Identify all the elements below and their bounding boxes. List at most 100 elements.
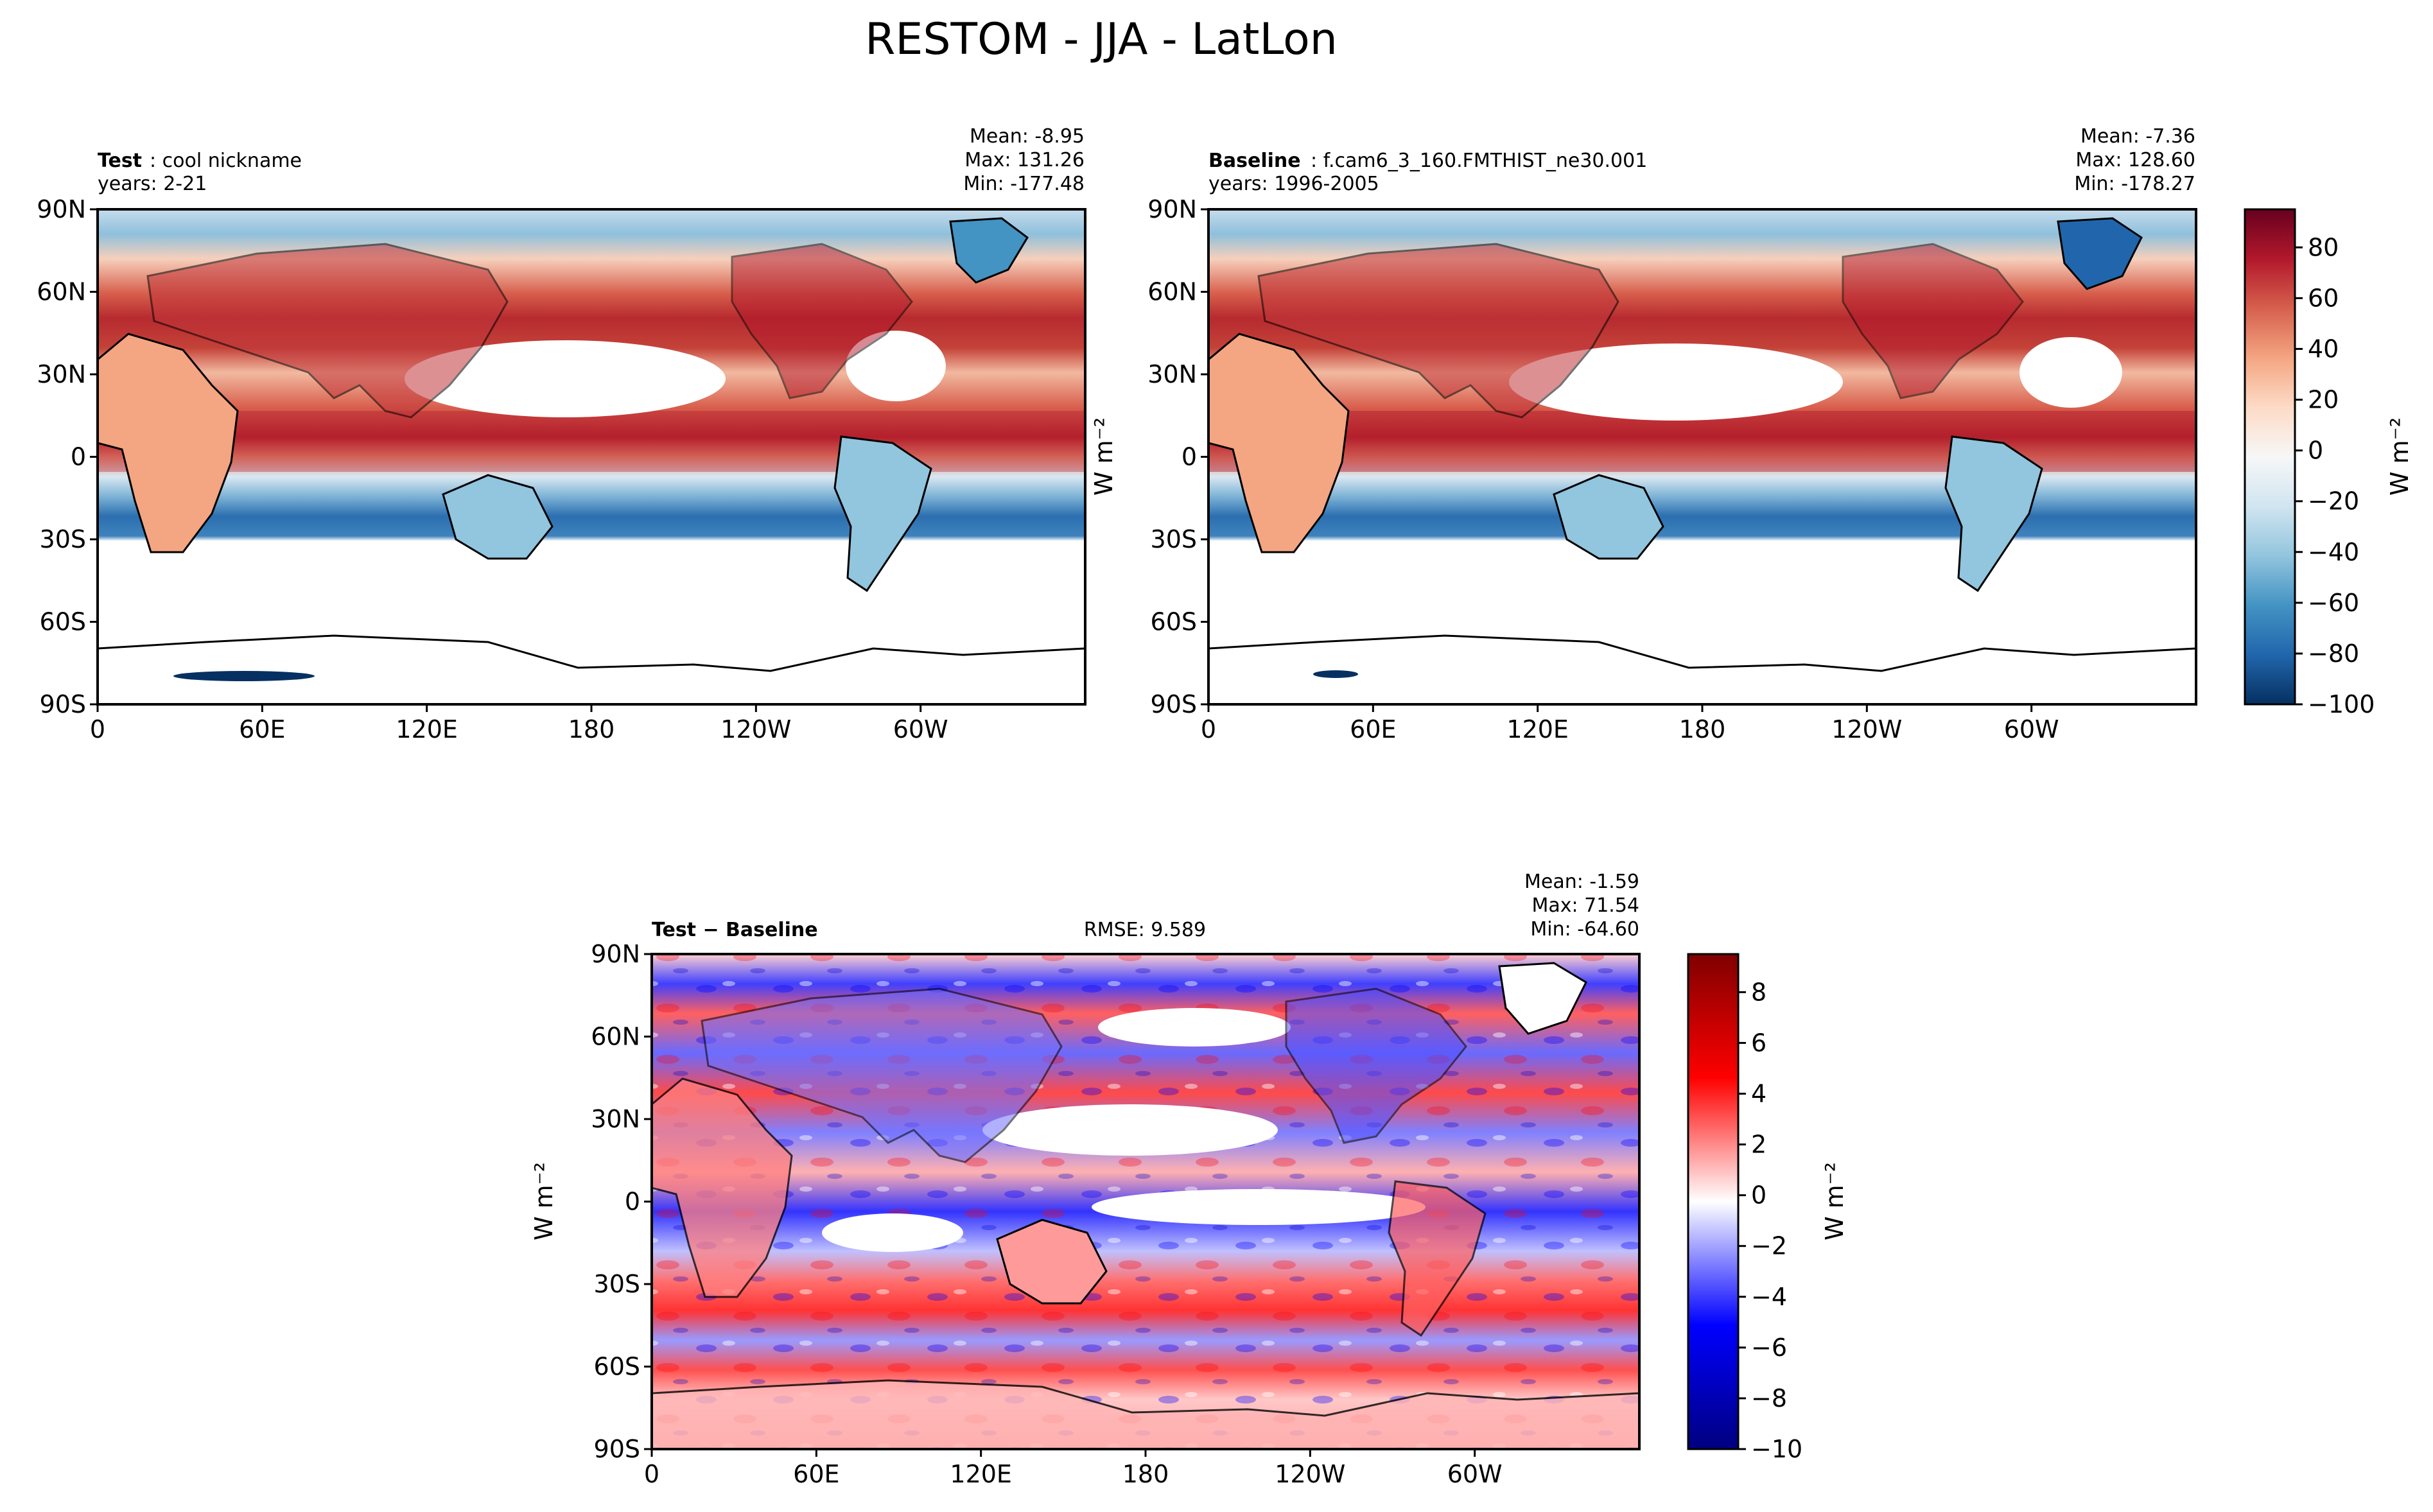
y-tick-label: 30S [40,525,86,553]
colorbar-tick-label: −8 [1751,1384,1787,1412]
masked-pacific-north [982,1104,1278,1156]
colorbar-tick-label: 20 [2308,386,2339,414]
colorbar-tick-label: −10 [1751,1435,1802,1463]
colorbar-diff-ticks: 8 6 4 2 0 −2 −4 −6 −8 −10 [1738,978,1802,1463]
y-tick-label: 90N [1147,195,1197,223]
colorbar-tick-label: 6 [1751,1029,1766,1057]
x-tick-label: 60E [1350,715,1396,743]
colorbar-tick-label: −6 [1751,1334,1787,1362]
x-tick-label: 180 [1122,1460,1169,1488]
panel-baseline-years: years: 1996-2005 [1208,173,1379,195]
y-tick-label: 0 [1182,443,1197,471]
x-tick-label: 0 [90,715,105,743]
colorbar-diff-bar [1687,953,1740,1450]
x-tick-label: 60E [793,1460,839,1488]
y-tick-label: 30N [1147,360,1197,388]
colorbar-tick-label: −40 [2308,538,2359,566]
landmass-north-america [1842,243,2024,399]
colorbar-tick-label: 40 [2308,335,2339,363]
landmass-south-america [1944,435,2043,593]
x-tick-label: 60E [239,715,285,743]
masked-arctic [1098,1008,1291,1047]
y-tick-label: 30S [1151,525,1197,553]
x-tick-label: 0 [644,1460,659,1488]
y-tick-label: 60S [40,608,86,636]
y-tick-label: 90S [594,1435,640,1463]
figure-title: RESTOM - JJA - LatLon [865,14,1338,65]
masked-atlantic [846,331,946,401]
colorbar-tick-label: −80 [2308,639,2359,668]
panel-test: Test : cool nickname years: 2-21 Mean: -… [37,125,1086,743]
panel-baseline-axes: 0 60E 120E 180 120W 60W 90N 60N 30N 0 30S 60S 90S [1147,195,2059,743]
y-tick-label: 0 [71,443,86,471]
panel-test-map [96,208,1086,706]
landmass-south-america [833,435,932,593]
y-tick-label: 30N [37,360,86,388]
landmass-north-america [731,243,913,399]
panel-baseline-map [1207,208,2197,706]
y-tick-label: 0 [625,1188,640,1216]
panel-diff-stat-min: Min: -64.60 [1530,918,1639,941]
landmass-greenland [1498,962,1587,1035]
panel-test-label-bold: Test [98,150,142,172]
y-tick-label: 90N [591,940,640,968]
y-tick-label: 30S [594,1270,640,1298]
y-tick-label: 90S [40,690,86,718]
x-tick-label: 180 [1679,715,1726,743]
colorbar-tick-label: −4 [1751,1283,1787,1311]
panel-test-label-rest: : cool nickname [150,150,302,172]
landmass-australia [1553,474,1664,560]
colorbar-diff: 8 6 4 2 0 −2 −4 −6 −8 −10 W m⁻² [1687,953,1849,1463]
landmass-south-america [1388,1180,1487,1337]
x-tick-label: 60W [893,715,948,743]
panel-diff: Test − Baseline RMSE: 9.589 Mean: -1.59 … [530,871,1641,1488]
x-tick-label: 60W [2004,715,2059,743]
panel-baseline-stat-mean: Mean: -7.36 [2080,125,2195,148]
y-tick-label: 60S [1151,608,1197,636]
colorbar-tick-label: −20 [2308,487,2359,516]
x-tick-label: 120E [1506,715,1569,743]
colorbar-tick-label: −100 [2308,690,2375,718]
colorbar-tick-label: 4 [1751,1079,1766,1108]
colorbar-diff-label: W m⁻² [1820,1162,1849,1240]
panel-baseline-ylabel: W m⁻² [1090,417,1118,496]
y-tick-label: 60S [594,1353,640,1381]
landmass-eurasia [1257,243,1619,419]
antarctic-shelf [173,671,315,681]
x-tick-label: 0 [1201,715,1216,743]
panel-diff-stat-mean: Mean: -1.59 [1524,871,1639,893]
masked-indian [822,1213,963,1252]
masked-pacific [1509,343,1843,421]
colorbar-top-ticks: 80 60 40 20 0 −20 −40 −60 −80 −100 [2295,233,2375,718]
field-tropical-band [98,411,1085,472]
panel-test-stat-mean: Mean: -8.95 [970,125,1085,148]
panel-diff-rmse: RMSE: 9.589 [1084,919,1206,941]
landmass-north-america [1285,987,1467,1144]
x-tick-label: 120W [720,715,791,743]
landmass-africa [96,333,239,553]
panel-baseline: Baseline : f.cam6_3_160.FMTHIST_ne30.001… [1090,125,2197,743]
panel-diff-stat-max: Max: 71.54 [1531,894,1639,917]
colorbar-tick-label: 0 [2308,437,2323,465]
landmass-africa [1207,333,1350,553]
x-tick-label: 120E [396,715,458,743]
landmass-australia [442,474,554,560]
colorbar-top-bar [2244,208,2296,706]
panel-test-years: years: 2-21 [98,173,207,195]
colorbar-tick-label: −60 [2308,589,2359,617]
panel-baseline-stat-min: Min: -178.27 [2074,173,2195,195]
landmass-eurasia [701,987,1063,1163]
landmass-africa [650,1077,793,1298]
colorbar-tick-label: 8 [1751,978,1766,1006]
field-tropical-band [1208,411,2196,472]
x-tick-label: 120E [950,1460,1012,1488]
colorbar-tick-label: 60 [2308,284,2339,312]
masked-pacific-south [1092,1189,1426,1225]
landmass-eurasia [146,243,509,419]
antarctic-shelf [1313,670,1358,678]
colorbar-tick-label: −2 [1751,1232,1787,1260]
colorbar-top: 80 60 40 20 0 −20 −40 −60 −80 −100 W m⁻² [2244,208,2414,718]
colorbar-top-label: W m⁻² [2385,417,2414,496]
masked-pacific [405,340,726,417]
